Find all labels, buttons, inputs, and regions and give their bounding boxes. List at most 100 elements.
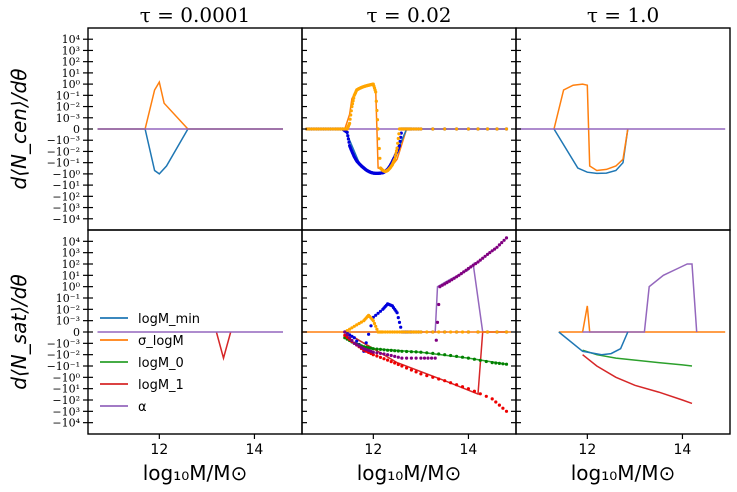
data-point: [416, 330, 421, 334]
data-point: [490, 249, 494, 253]
y-tick-label: 10⁻¹: [56, 292, 80, 305]
series-line-logMmin-r0c0: [97, 128, 283, 175]
data-point: [396, 141, 400, 145]
data-point: [409, 356, 413, 360]
data-point: [504, 409, 509, 413]
data-point: [378, 347, 383, 351]
data-point: [399, 325, 403, 329]
series-line-logM1-r1c1: [344, 331, 507, 396]
data-point: [351, 99, 355, 103]
data-point: [405, 349, 409, 354]
data-point: [425, 330, 429, 334]
data-point: [395, 311, 399, 315]
data-point: [348, 336, 352, 340]
data-point: [504, 330, 509, 334]
legend-item-3: logM_0: [100, 356, 184, 371]
data-point: [438, 285, 442, 289]
y-tick-label: 10⁻¹: [56, 89, 80, 102]
data-point: [400, 330, 404, 334]
data-point: [407, 330, 411, 334]
data-point: [395, 146, 399, 150]
y-tick-label: −10³: [52, 405, 80, 418]
y-tick-label: 10²: [62, 56, 80, 69]
data-point: [419, 350, 423, 354]
data-point: [502, 238, 506, 242]
data-point: [494, 361, 498, 365]
data-point: [494, 400, 498, 404]
y-tick-label: 10²: [62, 258, 80, 271]
series-line-logMmin-r0c2: [553, 128, 629, 175]
y-axis-label-sat: d⟨N_sat⟩/dθ: [7, 274, 31, 389]
data-point: [443, 330, 447, 334]
y-tick-label: −10⁴: [52, 213, 80, 226]
data-point: [488, 251, 492, 255]
data-point: [371, 353, 375, 357]
data-point: [389, 353, 393, 358]
legend-label: σ_logM: [138, 334, 184, 349]
y-tick-label: −10¹: [52, 179, 80, 192]
data-point: [355, 339, 359, 343]
data-point: [402, 330, 406, 334]
data-point: [416, 127, 421, 131]
data-point: [364, 345, 368, 349]
x-axis-label-3: log₁₀M/M⊙: [571, 461, 676, 485]
data-point: [348, 327, 352, 331]
y-tick-label: −10⁻¹: [47, 157, 80, 170]
data-point: [352, 324, 356, 328]
data-point: [350, 338, 354, 343]
data-point: [501, 406, 505, 410]
y-tick-label: −10⁴: [52, 417, 80, 430]
data-point: [435, 320, 440, 324]
data-point: [374, 99, 378, 103]
column-title-2: τ = 0.02: [366, 3, 451, 27]
data-point: [383, 330, 387, 334]
data-point: [485, 252, 490, 256]
y-tick-label: −10⁻²: [47, 349, 80, 362]
data-point: [437, 377, 441, 381]
legend-item-1: logM_min: [100, 312, 200, 327]
x-tick-label: 14: [674, 442, 692, 458]
data-point: [346, 137, 350, 141]
data-point: [396, 362, 400, 367]
data-point: [397, 320, 402, 324]
data-point: [394, 152, 398, 156]
x-axis-label-2: log₁₀M/M⊙: [357, 461, 462, 485]
data-point: [434, 338, 438, 342]
data-point: [481, 256, 485, 260]
data-point: [474, 262, 478, 266]
data-point: [349, 113, 353, 117]
data-point: [324, 127, 328, 131]
data-point: [328, 127, 333, 131]
data-point: [345, 335, 349, 339]
data-point: [345, 130, 349, 134]
data-point: [343, 330, 347, 334]
data-point: [350, 102, 355, 106]
data-point: [501, 362, 505, 366]
data-point: [431, 127, 435, 131]
data-point: [476, 260, 480, 264]
data-point: [484, 394, 488, 398]
data-point: [399, 131, 403, 135]
data-point: [419, 127, 423, 131]
data-point: [352, 341, 356, 345]
data-point: [352, 96, 356, 100]
data-point: [447, 279, 451, 283]
data-point: [414, 370, 418, 374]
data-point: [376, 127, 380, 131]
data-point: [495, 330, 499, 334]
series-line-logM1-r1c2: [582, 354, 693, 405]
y-tick-label: −10³: [52, 202, 80, 215]
data-point: [375, 327, 379, 331]
data-point: [382, 357, 386, 361]
series-dots-dot_alpha-r1c1: [343, 236, 509, 360]
data-point: [389, 348, 393, 352]
data-point: [371, 347, 375, 351]
data-point: [331, 127, 335, 131]
data-point: [431, 375, 435, 379]
data-point: [422, 356, 427, 360]
series-line-alpha-r1c1: [344, 262, 507, 333]
data-point: [375, 108, 379, 113]
data-point: [414, 356, 418, 360]
data-point: [433, 356, 437, 360]
